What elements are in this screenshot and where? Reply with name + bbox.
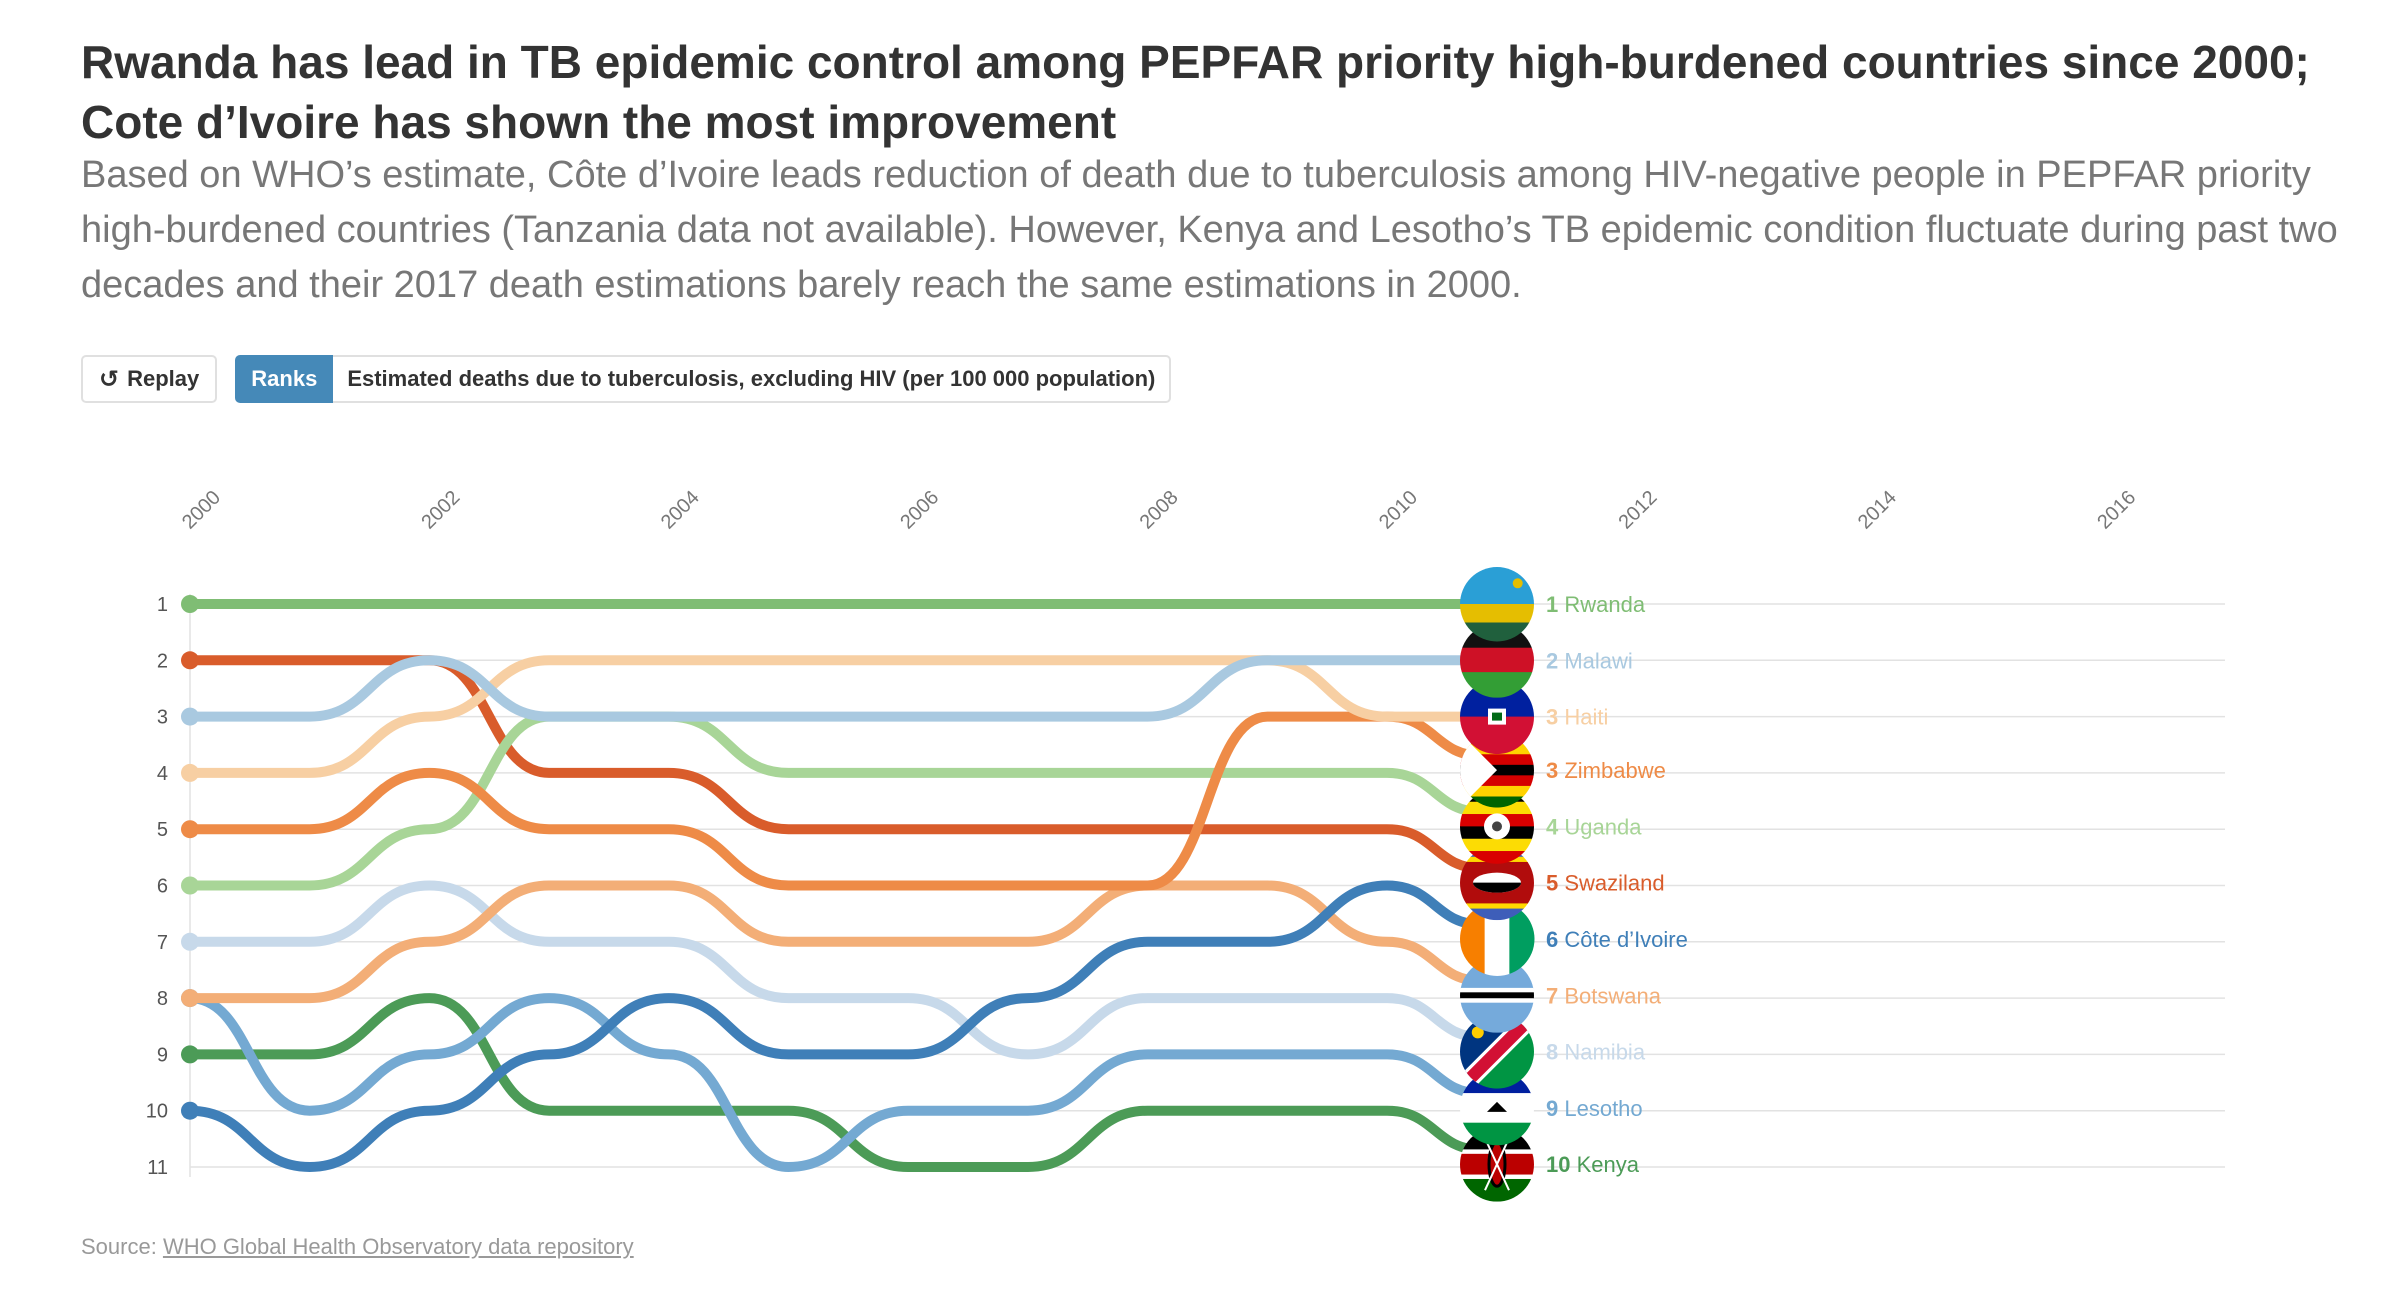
metric-toggle[interactable]: Estimated deaths due to tuberculosis, ex…	[333, 355, 1172, 403]
end-label-haiti: 3 Haiti	[1546, 705, 1608, 730]
y-tick-label: 4	[157, 763, 168, 785]
end-label-kenya: 10 Kenya	[1546, 1152, 1640, 1177]
start-dot	[181, 1101, 199, 1120]
source-link[interactable]: WHO Global Health Observatory data repos…	[162, 1234, 634, 1259]
y-tick-label: 3	[157, 707, 168, 729]
start-dot	[181, 1045, 199, 1064]
x-tick-label: 2006	[896, 487, 943, 534]
series-lines	[181, 595, 1488, 1172]
start-dot	[181, 932, 199, 951]
series-line-namibia	[185, 880, 1488, 1060]
end-label-name: Rwanda	[1564, 592, 1645, 617]
end-label-name: Namibia	[1564, 1040, 1645, 1065]
end-label-name: Lesotho	[1564, 1096, 1642, 1121]
rwanda-flag	[1460, 567, 1534, 642]
y-tick-label: 8	[157, 988, 168, 1010]
source-prefix: Source:	[81, 1234, 163, 1259]
x-tick-label: 2012	[1614, 487, 1661, 534]
series-line-lesotho	[185, 993, 1488, 1172]
ranks-toggle[interactable]: Ranks	[235, 355, 334, 403]
y-tick-label: 6	[157, 876, 168, 898]
end-label-rank: 5	[1546, 871, 1564, 896]
end-label-cote-divoire: 6 Côte d’Ivoire	[1546, 927, 1688, 952]
series-line-malawi	[185, 655, 1488, 722]
x-tick-label: 2004	[657, 487, 704, 534]
end-label-name: Swaziland	[1564, 871, 1664, 896]
series-line-uganda	[185, 711, 1488, 891]
end-label-name: Haiti	[1564, 705, 1608, 730]
x-tick-label: 2000	[178, 487, 225, 534]
end-label-zimbabwe: 3 Zimbabwe	[1546, 758, 1666, 783]
end-label-botswana: 7 Botswana	[1546, 983, 1662, 1008]
end-label-malawi: 2 Malawi	[1546, 648, 1633, 673]
end-label-rank: 2	[1546, 648, 1564, 673]
series-line-kenya	[185, 993, 1488, 1172]
end-label-namibia: 8 Namibia	[1546, 1040, 1646, 1065]
end-label-rank: 4	[1546, 814, 1564, 839]
series-line-cote-divoire	[185, 880, 1488, 1172]
x-tick-label: 2014	[1854, 487, 1901, 534]
end-label-name: Côte d’Ivoire	[1564, 927, 1688, 952]
end-label-lesotho: 9 Lesotho	[1546, 1096, 1643, 1121]
y-tick-label: 7	[157, 932, 168, 954]
series-line-swaziland	[185, 655, 1488, 874]
replay-label: Replay	[127, 366, 200, 391]
end-label-rank: 9	[1546, 1096, 1564, 1121]
start-dot	[181, 595, 199, 613]
namibia-flag	[1460, 1014, 1534, 1089]
start-dot	[181, 707, 199, 726]
end-label-rank: 3	[1546, 758, 1564, 783]
end-label-name: Botswana	[1564, 983, 1661, 1008]
chart-controls: ↺ Replay Ranks Estimated deaths due to t…	[81, 355, 1172, 403]
end-label-rank: 6	[1546, 927, 1564, 952]
end-label-name: Zimbabwe	[1564, 758, 1665, 783]
chart-title: Rwanda has lead in TB epidemic control a…	[81, 32, 2361, 152]
chart-subtitle: Based on WHO’s estimate, Côte d’Ivoire l…	[81, 154, 2338, 306]
y-tick-label: 10	[146, 1101, 168, 1123]
y-tick-label: 2	[157, 650, 168, 672]
y-tick-label: 9	[157, 1044, 168, 1066]
end-label-name: Uganda	[1564, 814, 1642, 839]
start-dot	[181, 820, 199, 839]
end-label-rank: 3	[1546, 705, 1564, 730]
title-line-2: Cote d’Ivoire has shown the most improve…	[81, 96, 1117, 148]
title-line-1: Rwanda has lead in TB epidemic control a…	[81, 36, 2310, 88]
y-tick-label: 5	[157, 819, 168, 841]
start-dot	[181, 651, 199, 670]
start-dot	[181, 763, 199, 782]
series-line-zimbabwe	[185, 711, 1488, 891]
series-line-botswana	[185, 880, 1488, 1004]
x-tick-label: 2010	[1375, 487, 1422, 534]
end-label-rwanda: 1 Rwanda	[1546, 592, 1646, 617]
start-dot	[181, 989, 199, 1008]
x-tick-label: 2002	[417, 487, 464, 534]
x-tick-label: 2016	[2093, 487, 2140, 534]
end-label-uganda: 4 Uganda	[1546, 814, 1642, 839]
replay-button[interactable]: ↺ Replay	[81, 355, 218, 403]
end-label-rank: 7	[1546, 983, 1564, 1008]
end-label-rank: 1	[1546, 592, 1564, 617]
y-tick-label: 11	[147, 1157, 168, 1179]
end-label-rank: 10	[1546, 1152, 1577, 1177]
y-tick-label: 1	[157, 594, 168, 616]
end-label-swaziland: 5 Swaziland	[1546, 871, 1665, 896]
replay-icon: ↺	[99, 365, 120, 393]
x-axis: 2000 2002 2004 2006 2008 2010 2012 2014 2016	[178, 487, 2140, 534]
end-label-rank: 8	[1546, 1040, 1564, 1065]
country-flags	[1460, 567, 1535, 1202]
start-dot	[181, 876, 199, 895]
source-note: Source: WHO Global Health Observatory da…	[81, 1234, 634, 1260]
end-label-name: Malawi	[1564, 648, 1632, 673]
x-tick-label: 2008	[1136, 487, 1183, 534]
end-label-name: Kenya	[1577, 1152, 1640, 1177]
